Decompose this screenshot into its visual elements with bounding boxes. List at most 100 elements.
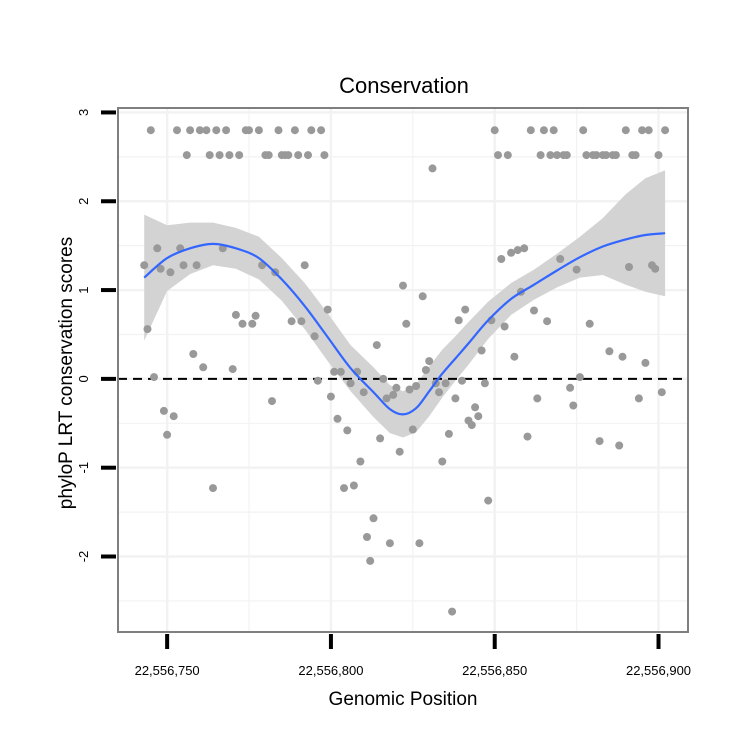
data-point bbox=[428, 164, 437, 173]
y-tick-label: -1 bbox=[76, 462, 91, 474]
data-point bbox=[140, 261, 149, 270]
data-point bbox=[510, 352, 519, 361]
data-point bbox=[641, 358, 650, 367]
data-point bbox=[582, 151, 591, 160]
y-tick-label: 2 bbox=[76, 198, 91, 205]
data-point bbox=[372, 341, 381, 350]
data-point bbox=[343, 426, 352, 435]
data-point bbox=[274, 126, 283, 135]
data-point bbox=[579, 126, 588, 135]
data-point bbox=[366, 556, 375, 565]
data-point bbox=[562, 151, 571, 160]
data-point bbox=[248, 319, 257, 328]
panel-border bbox=[117, 107, 689, 633]
data-point bbox=[661, 126, 670, 135]
data-point bbox=[500, 322, 509, 331]
plot-panel bbox=[117, 107, 689, 633]
data-point bbox=[556, 255, 565, 263]
data-point bbox=[173, 126, 181, 135]
data-point bbox=[300, 261, 309, 270]
data-point bbox=[392, 383, 401, 392]
data-point bbox=[405, 385, 414, 394]
data-point bbox=[408, 425, 417, 434]
data-point bbox=[225, 151, 234, 160]
data-point bbox=[209, 484, 217, 493]
data-point bbox=[595, 437, 604, 446]
data-point bbox=[238, 319, 247, 328]
data-point bbox=[192, 261, 201, 270]
x-tick-label: 22,556,800 bbox=[298, 663, 363, 678]
data-point bbox=[605, 347, 614, 356]
data-point bbox=[412, 382, 421, 390]
data-point bbox=[549, 126, 558, 135]
data-point bbox=[385, 539, 394, 548]
data-point bbox=[480, 379, 489, 388]
data-point bbox=[461, 305, 470, 314]
data-point bbox=[615, 441, 624, 450]
data-point bbox=[451, 394, 460, 403]
data-point bbox=[625, 263, 633, 271]
data-point bbox=[566, 383, 575, 392]
data-point bbox=[294, 151, 303, 160]
data-point bbox=[231, 310, 240, 319]
data-point bbox=[382, 394, 391, 403]
data-point bbox=[585, 319, 594, 328]
data-point bbox=[379, 374, 388, 383]
data-point bbox=[356, 457, 365, 466]
data-point bbox=[575, 373, 584, 382]
y-axis: -2 -1 0 1 2 3 bbox=[76, 109, 116, 562]
data-point bbox=[186, 126, 195, 135]
data-point bbox=[163, 430, 172, 439]
data-point bbox=[195, 126, 204, 135]
data-point bbox=[657, 388, 666, 397]
data-point bbox=[313, 376, 322, 385]
data-point bbox=[389, 390, 398, 399]
data-point bbox=[618, 352, 627, 361]
data-point bbox=[333, 414, 342, 423]
data-point bbox=[402, 319, 411, 328]
data-points bbox=[140, 126, 670, 616]
data-point bbox=[448, 607, 457, 616]
data-point bbox=[330, 367, 339, 376]
data-point bbox=[199, 363, 208, 372]
data-point bbox=[418, 292, 427, 301]
data-point bbox=[553, 151, 561, 160]
data-point bbox=[307, 126, 316, 135]
data-point bbox=[320, 151, 329, 160]
data-point bbox=[458, 376, 466, 385]
data-point bbox=[477, 346, 486, 355]
y-tick-label: 3 bbox=[76, 109, 91, 116]
data-point bbox=[310, 332, 319, 341]
data-point bbox=[651, 264, 660, 273]
data-point bbox=[526, 126, 535, 135]
data-point bbox=[530, 306, 538, 315]
data-point bbox=[572, 265, 581, 274]
data-point bbox=[441, 379, 450, 388]
data-point bbox=[421, 366, 430, 374]
data-point bbox=[264, 151, 273, 160]
data-point bbox=[251, 311, 260, 320]
x-tick-label: 22,556,850 bbox=[462, 663, 527, 678]
x-tick-label: 22,556,750 bbox=[135, 663, 200, 678]
data-point bbox=[474, 412, 483, 421]
data-point bbox=[634, 394, 643, 403]
data-point bbox=[602, 151, 611, 160]
y-axis-title: phyloP LRT conservation scores bbox=[56, 237, 77, 510]
data-point bbox=[467, 421, 476, 430]
x-axis: 22,556,750 22,556,800 22,556,850 22,556,900 bbox=[135, 634, 691, 678]
y-tick-label: 1 bbox=[76, 286, 91, 293]
data-point bbox=[425, 357, 434, 366]
data-point bbox=[284, 151, 293, 160]
data-point bbox=[638, 126, 647, 135]
data-point bbox=[369, 514, 378, 523]
data-point bbox=[539, 126, 548, 135]
data-point bbox=[533, 394, 542, 403]
data-point bbox=[435, 388, 443, 397]
data-point bbox=[611, 151, 620, 160]
data-point bbox=[323, 305, 332, 314]
data-point bbox=[153, 244, 162, 253]
data-point bbox=[592, 151, 601, 160]
data-point bbox=[359, 388, 368, 397]
data-point bbox=[631, 151, 640, 160]
